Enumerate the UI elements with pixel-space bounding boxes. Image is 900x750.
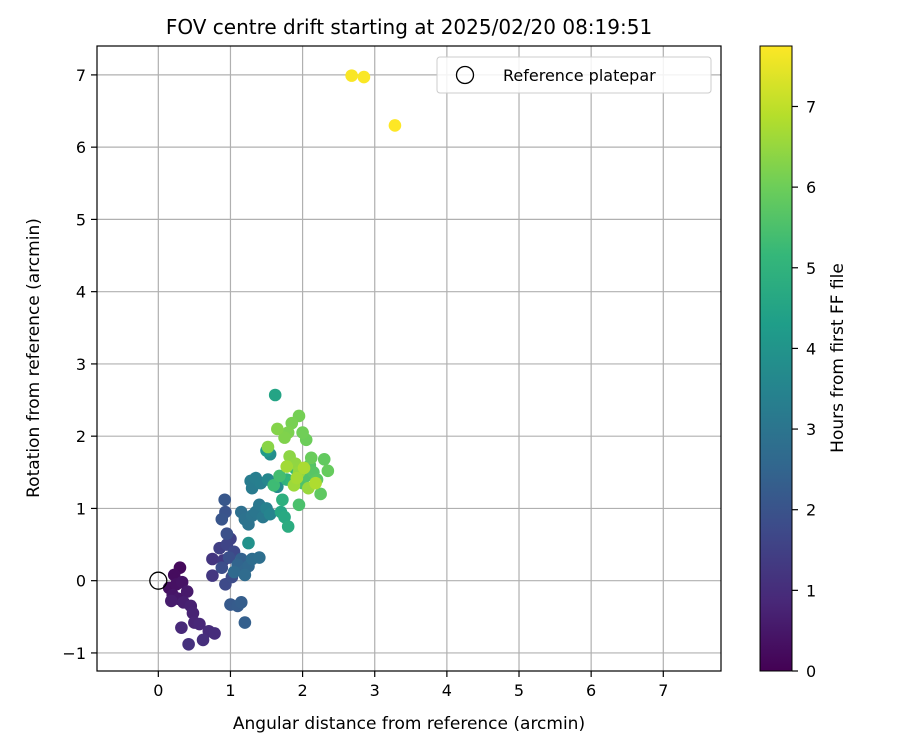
data-point <box>222 551 236 564</box>
data-point <box>215 512 229 526</box>
data-point <box>271 422 284 436</box>
y-tick-label: 3 <box>76 355 86 374</box>
y-axis-ticks: −1 0 1 2 3 4 5 6 7 <box>62 66 97 663</box>
data-point <box>276 493 289 507</box>
colorbar-tick-label: 0 <box>806 662 816 681</box>
data-point <box>296 426 309 439</box>
colorbar-tick-label: 5 <box>806 259 816 278</box>
data-point <box>238 568 252 582</box>
data-point <box>175 621 188 634</box>
data-point <box>182 637 195 651</box>
colorbar-gradient <box>759 45 793 672</box>
data-point <box>292 498 306 512</box>
colorbar-tick-label: 6 <box>806 178 816 197</box>
legend-entry: Reference platepar <box>503 66 656 85</box>
data-point <box>165 594 178 608</box>
data-point <box>388 119 402 132</box>
data-point <box>206 552 219 566</box>
data-point <box>175 575 189 589</box>
data-point <box>263 507 277 521</box>
x-tick-label: 5 <box>514 681 524 700</box>
data-point <box>273 469 286 483</box>
x-tick-label: 1 <box>225 681 235 700</box>
data-point <box>309 476 322 490</box>
data-point <box>290 471 304 485</box>
data-point <box>196 633 210 647</box>
colorbar: 0 1 2 3 4 5 6 7 Hours from first FF file <box>759 45 848 681</box>
x-tick-label: 0 <box>153 681 163 700</box>
data-point <box>267 479 281 492</box>
data-point <box>180 585 194 598</box>
data-point <box>186 606 200 620</box>
y-tick-label: 5 <box>76 210 86 229</box>
data-point <box>208 627 221 640</box>
legend-marker <box>455 65 475 85</box>
data-point <box>220 527 234 541</box>
plot-frame <box>96 45 722 672</box>
y-tick-label: 1 <box>76 499 86 518</box>
colorbar-tick-label: 4 <box>806 339 816 358</box>
data-point <box>234 596 248 609</box>
y-tick-label: 6 <box>76 138 86 157</box>
data-point <box>357 70 371 84</box>
data-point <box>206 569 219 582</box>
chart-title: FOV centre drift starting at 2025/02/20 … <box>166 15 652 39</box>
x-tick-label: 3 <box>370 681 380 700</box>
colorbar-label: Hours from first FF file <box>828 263 848 453</box>
legend: Reference platepar <box>436 56 712 94</box>
colorbar-tick-label: 7 <box>806 97 816 116</box>
colorbar-ticks: 0 1 2 3 4 5 6 7 <box>792 97 816 681</box>
data-point <box>227 565 241 579</box>
data-point <box>304 451 318 465</box>
colorbar-tick-label: 1 <box>806 581 816 600</box>
data-point <box>242 536 255 550</box>
data-point <box>280 460 294 473</box>
data-point <box>317 452 331 466</box>
y-tick-label: −1 <box>62 644 86 663</box>
y-axis-label: Rotation from reference (arcmin) <box>24 218 44 498</box>
x-tick-label: 2 <box>298 681 308 700</box>
data-point <box>321 464 335 478</box>
reference-point <box>149 571 168 590</box>
data-point <box>215 561 229 574</box>
y-tick-label: 0 <box>76 572 86 591</box>
data-point <box>238 616 252 629</box>
data-point <box>268 388 282 402</box>
data-point <box>218 493 231 507</box>
data-point <box>345 69 358 82</box>
y-tick-label: 7 <box>76 66 86 85</box>
data-point <box>281 520 295 533</box>
data-points <box>162 69 402 651</box>
x-tick-label: 7 <box>658 681 668 700</box>
data-point <box>297 461 311 475</box>
y-tick-label: 4 <box>76 283 86 302</box>
data-point <box>314 487 327 501</box>
x-tick-label: 6 <box>586 681 596 700</box>
data-point <box>253 551 266 564</box>
data-point <box>261 440 275 454</box>
legend-box <box>436 56 712 94</box>
x-axis-ticks: 0 1 2 3 4 5 6 7 <box>153 671 668 700</box>
colorbar-tick-label: 2 <box>806 501 816 520</box>
reference-platepar-marker <box>149 571 168 590</box>
x-tick-label: 4 <box>442 681 452 700</box>
data-point <box>278 431 291 444</box>
data-point <box>193 617 206 631</box>
x-axis-label: Angular distance from reference (arcmin) <box>233 714 585 734</box>
colorbar-tick-label: 3 <box>806 420 816 439</box>
y-tick-label: 2 <box>76 427 86 446</box>
grid-lines <box>97 46 721 671</box>
